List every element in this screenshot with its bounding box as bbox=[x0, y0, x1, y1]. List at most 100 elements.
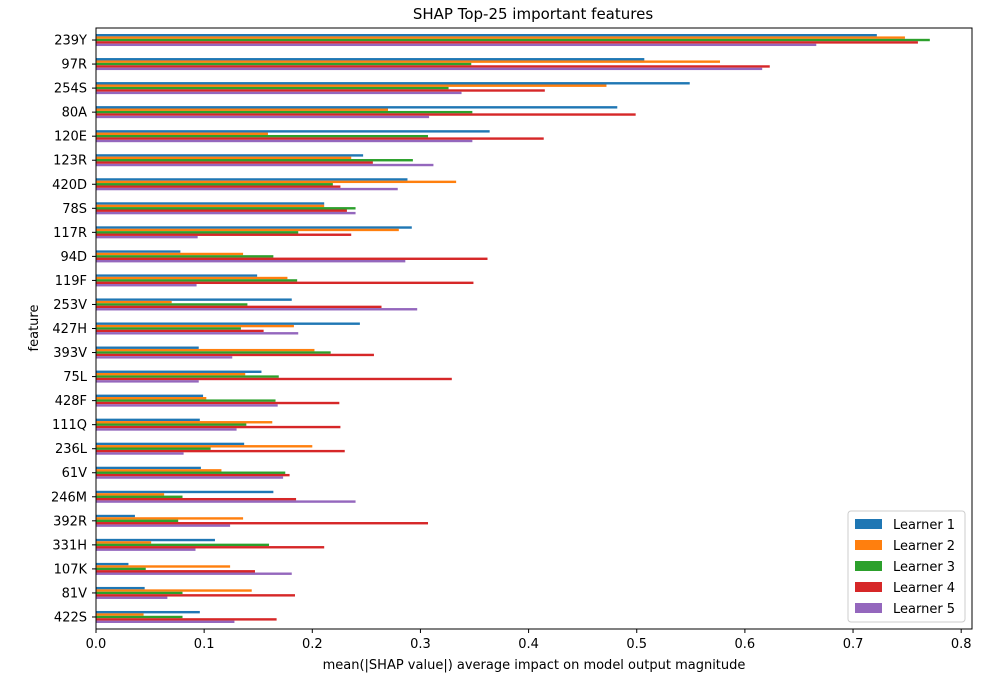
bar-94D-learner-3 bbox=[96, 255, 274, 258]
bar-422S-learner-3 bbox=[96, 615, 183, 619]
legend-swatch bbox=[855, 519, 882, 529]
bar-331H-learner-3 bbox=[96, 543, 270, 547]
bar-97R-learner-1 bbox=[96, 58, 645, 61]
bar-97R-learner-5 bbox=[96, 67, 763, 71]
bar-97R-learner-3 bbox=[96, 62, 472, 66]
bar-80A-learner-4 bbox=[96, 113, 636, 116]
bar-239Y-learner-5 bbox=[96, 43, 817, 47]
bar-61V-learner-3 bbox=[96, 471, 286, 474]
bar-239Y-learner-1 bbox=[96, 34, 877, 37]
y-tick-label: 254S bbox=[54, 82, 87, 97]
bar-420D-learner-3 bbox=[96, 183, 333, 186]
bar-81V-learner-4 bbox=[96, 594, 295, 597]
legend-label: Learner 4 bbox=[893, 581, 955, 596]
bar-117R-learner-3 bbox=[96, 231, 299, 234]
bar-120E-learner-5 bbox=[96, 139, 473, 143]
chart-title: SHAP Top-25 important features bbox=[413, 5, 653, 23]
bar-78S-learner-3 bbox=[96, 207, 356, 210]
bar-254S-learner-1 bbox=[96, 82, 690, 85]
x-tick-label: 0.1 bbox=[194, 637, 215, 652]
y-tick-label: 107K bbox=[54, 562, 88, 577]
y-tick-label: 422S bbox=[54, 610, 87, 625]
bar-239Y-learner-2 bbox=[96, 36, 905, 39]
bar-331H-learner-2 bbox=[96, 541, 152, 544]
bar-427H-learner-2 bbox=[96, 324, 294, 328]
bar-422S-learner-2 bbox=[96, 613, 144, 616]
y-axis-label: feature bbox=[27, 305, 42, 352]
bar-81V-learner-3 bbox=[96, 591, 183, 595]
bar-61V-learner-4 bbox=[96, 473, 290, 477]
y-tick-label: 97R bbox=[61, 58, 87, 73]
bar-107K-learner-1 bbox=[96, 562, 129, 566]
bar-420D-learner-4 bbox=[96, 185, 341, 188]
bar-253V-learner-2 bbox=[96, 300, 172, 304]
bar-236L-learner-3 bbox=[96, 447, 211, 450]
bar-97R-learner-4 bbox=[96, 65, 770, 68]
y-tick-label: 239Y bbox=[54, 34, 87, 49]
y-tick-label: 236L bbox=[55, 442, 88, 457]
bar-331H-learner-5 bbox=[96, 548, 196, 551]
bar-427H-learner-5 bbox=[96, 332, 299, 335]
bar-119F-learner-2 bbox=[96, 276, 288, 280]
bar-120E-learner-2 bbox=[96, 132, 268, 135]
x-axis-ticks: 0.0 0.1 0.2 0.3 0.4 0.5 0.6 0.7 0.8 bbox=[86, 629, 972, 652]
legend: Learner 1 Learner 2 Learner 3 Learner 4 Lear… bbox=[847, 510, 966, 623]
bar-393V-learner-4 bbox=[96, 353, 374, 357]
bar-253V-learner-3 bbox=[96, 303, 248, 306]
bar-331H-learner-1 bbox=[96, 538, 215, 542]
bar-246M-learner-3 bbox=[96, 495, 183, 498]
bar-94D-learner-2 bbox=[96, 252, 244, 256]
bar-392R-learner-3 bbox=[96, 519, 179, 523]
y-tick-label: 117R bbox=[53, 226, 87, 241]
bar-427H-learner-4 bbox=[96, 329, 264, 333]
y-tick-label: 331H bbox=[52, 538, 87, 553]
bar-75L-learner-3 bbox=[96, 375, 279, 378]
bar-75L-learner-1 bbox=[96, 370, 262, 373]
bar-111Q-learner-2 bbox=[96, 421, 273, 424]
y-tick-label: 393V bbox=[53, 346, 87, 361]
legend-label: Learner 1 bbox=[893, 518, 955, 533]
bar-78S-learner-4 bbox=[96, 209, 347, 212]
bar-80A-learner-1 bbox=[96, 106, 618, 109]
x-tick-label: 0.8 bbox=[951, 637, 972, 652]
bar-123R-learner-5 bbox=[96, 163, 434, 167]
bar-123R-learner-1 bbox=[96, 154, 364, 157]
bar-94D-learner-5 bbox=[96, 259, 406, 263]
bar-78S-learner-1 bbox=[96, 202, 325, 205]
bar-392R-learner-4 bbox=[96, 522, 429, 525]
bar-393V-learner-1 bbox=[96, 346, 199, 349]
bar-120E-learner-3 bbox=[96, 134, 429, 138]
y-tick-label: 61V bbox=[62, 466, 88, 481]
legend-swatch bbox=[855, 540, 882, 550]
x-tick-label: 0.4 bbox=[518, 637, 539, 652]
legend-label: Learner 5 bbox=[893, 602, 955, 617]
bars-layer bbox=[96, 34, 930, 623]
legend-swatch bbox=[855, 561, 882, 571]
plot-area-frame bbox=[95, 27, 973, 630]
x-tick-label: 0.7 bbox=[843, 637, 864, 652]
bar-81V-learner-5 bbox=[96, 596, 168, 599]
bar-61V-learner-1 bbox=[96, 466, 201, 470]
bar-94D-learner-4 bbox=[96, 257, 488, 260]
bar-246M-learner-1 bbox=[96, 490, 274, 494]
bar-428F-learner-1 bbox=[96, 394, 204, 398]
bar-236L-learner-1 bbox=[96, 442, 245, 446]
bar-80A-learner-3 bbox=[96, 110, 473, 114]
y-tick-label: 119F bbox=[55, 274, 87, 289]
y-tick-label: 123R bbox=[53, 154, 87, 169]
bar-253V-learner-5 bbox=[96, 308, 418, 311]
bar-239Y-learner-4 bbox=[96, 41, 918, 44]
bar-393V-learner-2 bbox=[96, 348, 315, 352]
bar-119F-learner-5 bbox=[96, 284, 197, 287]
bar-117R-learner-5 bbox=[96, 235, 198, 239]
legend-label: Learner 2 bbox=[893, 539, 955, 554]
bar-107K-learner-2 bbox=[96, 565, 231, 568]
bar-392R-learner-2 bbox=[96, 517, 244, 520]
bar-97R-learner-2 bbox=[96, 60, 721, 63]
bar-420D-learner-2 bbox=[96, 180, 457, 184]
bar-422S-learner-5 bbox=[96, 620, 235, 623]
bar-254S-learner-5 bbox=[96, 91, 462, 95]
bar-428F-learner-3 bbox=[96, 399, 276, 402]
y-tick-label: 253V bbox=[53, 298, 87, 313]
